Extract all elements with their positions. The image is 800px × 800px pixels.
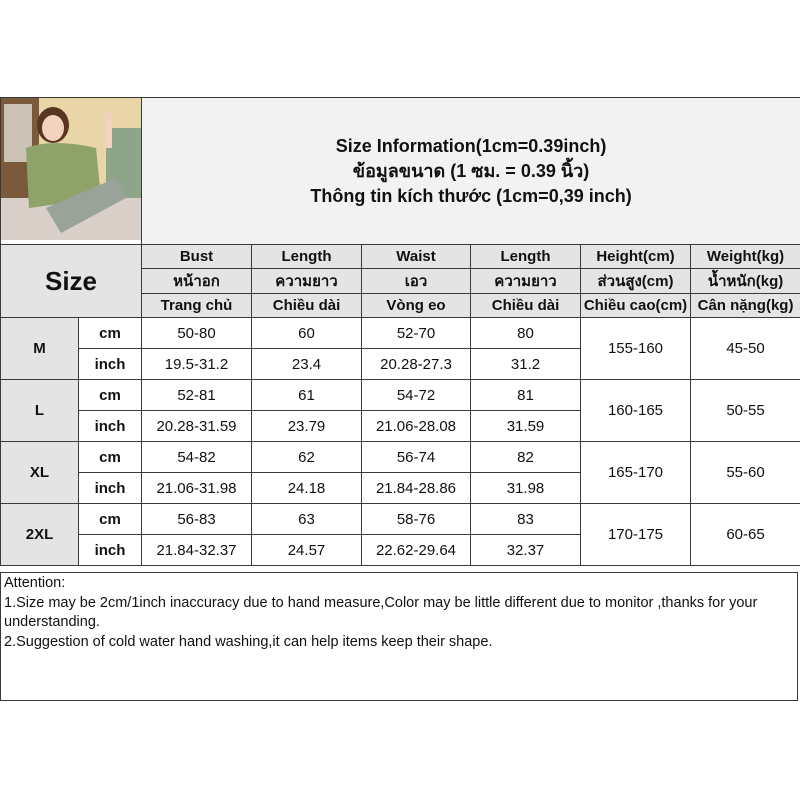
size-info-title: Size Information(1cm=0.39inch) ข้อมูลขนา… [140,97,800,245]
inch-value: 20.28-31.59 [141,410,252,442]
model-photo-image [1,98,141,240]
inch-value: 20.28-27.3 [361,348,471,380]
inch-value: 21.84-32.37 [141,534,252,566]
inch-value: 21.06-31.98 [141,472,252,504]
header-cell: ความยาว [470,268,581,294]
table-row: XL cm 54-82 62 56-74 82 165-170 55-60 [0,441,800,504]
inch-value: 23.79 [251,410,362,442]
cm-value: 60 [251,317,362,349]
cm-value: 56-83 [141,503,252,535]
size-label: 2XL [0,503,79,566]
product-photo [0,97,142,245]
table-row: inch 19.5-31.2 23.4 20.28-27.3 31.2 [1,348,800,380]
header-cell: Waist [361,244,471,269]
unit-label: cm [78,379,142,411]
header-cell: Length [470,244,581,269]
inch-value: 32.37 [470,534,581,566]
cm-value: 82 [470,441,581,473]
cm-value: 63 [251,503,362,535]
cm-value: 50-80 [141,317,252,349]
size-label: L [0,379,79,442]
inch-value: 31.59 [470,410,581,442]
weight-value: 45-50 [689,317,800,380]
unit-label: inch [78,410,142,442]
size-label: M [0,317,79,380]
inch-value: 22.62-29.64 [361,534,471,566]
note-item: 1.Size may be 2cm/1inch inaccuracy due t… [4,594,758,631]
cm-value: 54-72 [361,379,471,411]
height-value: 160-165 [580,379,691,442]
unit-label: cm [78,317,142,349]
notes-heading: Attention: [4,575,66,591]
size-chart: Size Information(1cm=0.39inch) ข้อมูลขนา… [0,97,800,566]
cm-value: 52-70 [361,317,471,349]
cm-value: 52-81 [141,379,252,411]
cm-value: 61 [251,379,362,411]
header-cell: Bust [141,244,252,269]
header-cell: น้ำหนัก(kg) [689,268,800,294]
table-row: inch 20.28-31.59 23.79 21.06-28.08 31.59 [1,410,800,442]
weight-value: 55-60 [689,441,800,504]
cm-value: 83 [470,503,581,535]
size-header: Size [0,244,142,318]
inch-value: 21.84-28.86 [361,472,471,504]
header-cell: Chiều dài [470,293,581,318]
inch-value: 24.18 [251,472,362,504]
cm-value: 56-74 [361,441,471,473]
header-cell: Weight(kg) [689,244,800,269]
table-row: inch 21.84-32.37 24.57 22.62-29.64 32.37 [1,534,800,566]
cm-value: 80 [470,317,581,349]
header-cell: หน้าอก [141,268,252,294]
unit-label: cm [78,503,142,535]
attention-notes: Attention: 1.Size may be 2cm/1inch inacc… [0,572,798,701]
header-cell: Trang chủ [141,293,252,318]
size-table: Size Information(1cm=0.39inch) ข้อมูลขนา… [0,97,800,566]
header-cell: ส่วนสูง(cm) [580,268,691,294]
title-vietnamese: Thông tin kích thước (1cm=0,39 inch) [310,185,632,206]
cm-value: 54-82 [141,441,252,473]
title-english: Size Information(1cm=0.39inch) [335,135,607,156]
unit-label: inch [78,472,142,504]
inch-value: 31.98 [470,472,581,504]
cm-value: 81 [470,379,581,411]
height-value: 170-175 [580,503,691,566]
unit-label: inch [78,348,142,380]
header-cell: Cân nặng(kg) [689,293,800,318]
inch-value: 21.06-28.08 [361,410,471,442]
header-cell: Chiều cao(cm) [580,293,691,318]
cm-value: 58-76 [361,503,471,535]
cm-value: 62 [251,441,362,473]
inch-value: 19.5-31.2 [141,348,252,380]
inch-value: 31.2 [470,348,581,380]
note-item: 2.Suggestion of cold water hand washing,… [4,633,493,650]
header-cell: Length [251,244,362,269]
title-thai: ข้อมูลขนาด (1 ซม. = 0.39 นิ้ว) [352,160,590,181]
header-cell: Chiều dài [251,293,362,318]
weight-value: 60-65 [689,503,800,566]
header-cell: Height(cm) [580,244,691,269]
size-label: XL [0,441,79,504]
header-cell: เอว [361,268,471,294]
header-cell: Vòng eo [361,293,471,318]
weight-value: 50-55 [689,379,800,442]
unit-label: inch [78,534,142,566]
table-row: 2XL cm 56-83 63 58-76 83 170-175 60-65 [0,503,800,566]
inch-value: 23.4 [251,348,362,380]
height-value: 165-170 [580,441,691,504]
unit-label: cm [78,441,142,473]
header-cell: ความยาว [251,268,362,294]
inch-value: 24.57 [251,534,362,566]
height-value: 155-160 [580,317,691,380]
